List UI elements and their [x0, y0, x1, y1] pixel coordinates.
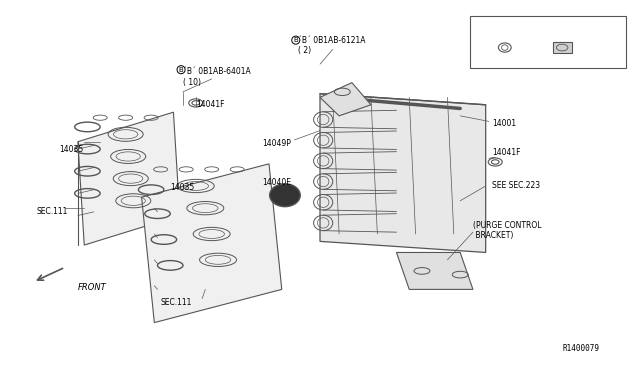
Polygon shape: [78, 112, 180, 245]
Text: 14041F: 14041F: [196, 100, 224, 109]
Text: SEC.111: SEC.111: [36, 207, 68, 217]
Text: 14058P: 14058P: [557, 21, 586, 30]
Text: (PURGE CONTROL
 BRACKET): (PURGE CONTROL BRACKET): [473, 221, 541, 240]
Text: FRONT: FRONT: [78, 283, 107, 292]
Text: 14035: 14035: [170, 183, 195, 192]
Text: B: B: [293, 37, 298, 43]
Text: ´B´ 0B1AB-6401A
( 10): ´B´ 0B1AB-6401A ( 10): [183, 67, 251, 87]
Text: 14035: 14035: [59, 145, 83, 154]
Text: 14001: 14001: [492, 119, 516, 128]
Polygon shape: [396, 253, 473, 289]
Text: SEC.111: SEC.111: [161, 298, 192, 307]
Polygon shape: [552, 42, 572, 53]
Polygon shape: [320, 83, 371, 116]
Text: 14010H: 14010H: [490, 21, 520, 30]
Text: 14041F: 14041F: [492, 148, 520, 157]
Bar: [470, 16, 626, 68]
Text: 14049P: 14049P: [262, 139, 292, 148]
Text: B: B: [179, 67, 184, 73]
Text: SEE SEC.223: SEE SEC.223: [492, 182, 540, 190]
Polygon shape: [141, 164, 282, 323]
Polygon shape: [320, 94, 486, 253]
Text: R1400079: R1400079: [562, 344, 599, 353]
Text: 14040E: 14040E: [262, 178, 292, 187]
Ellipse shape: [269, 184, 300, 207]
Text: ´B´ 0B1AB-6121A
( 2): ´B´ 0B1AB-6121A ( 2): [298, 36, 365, 55]
